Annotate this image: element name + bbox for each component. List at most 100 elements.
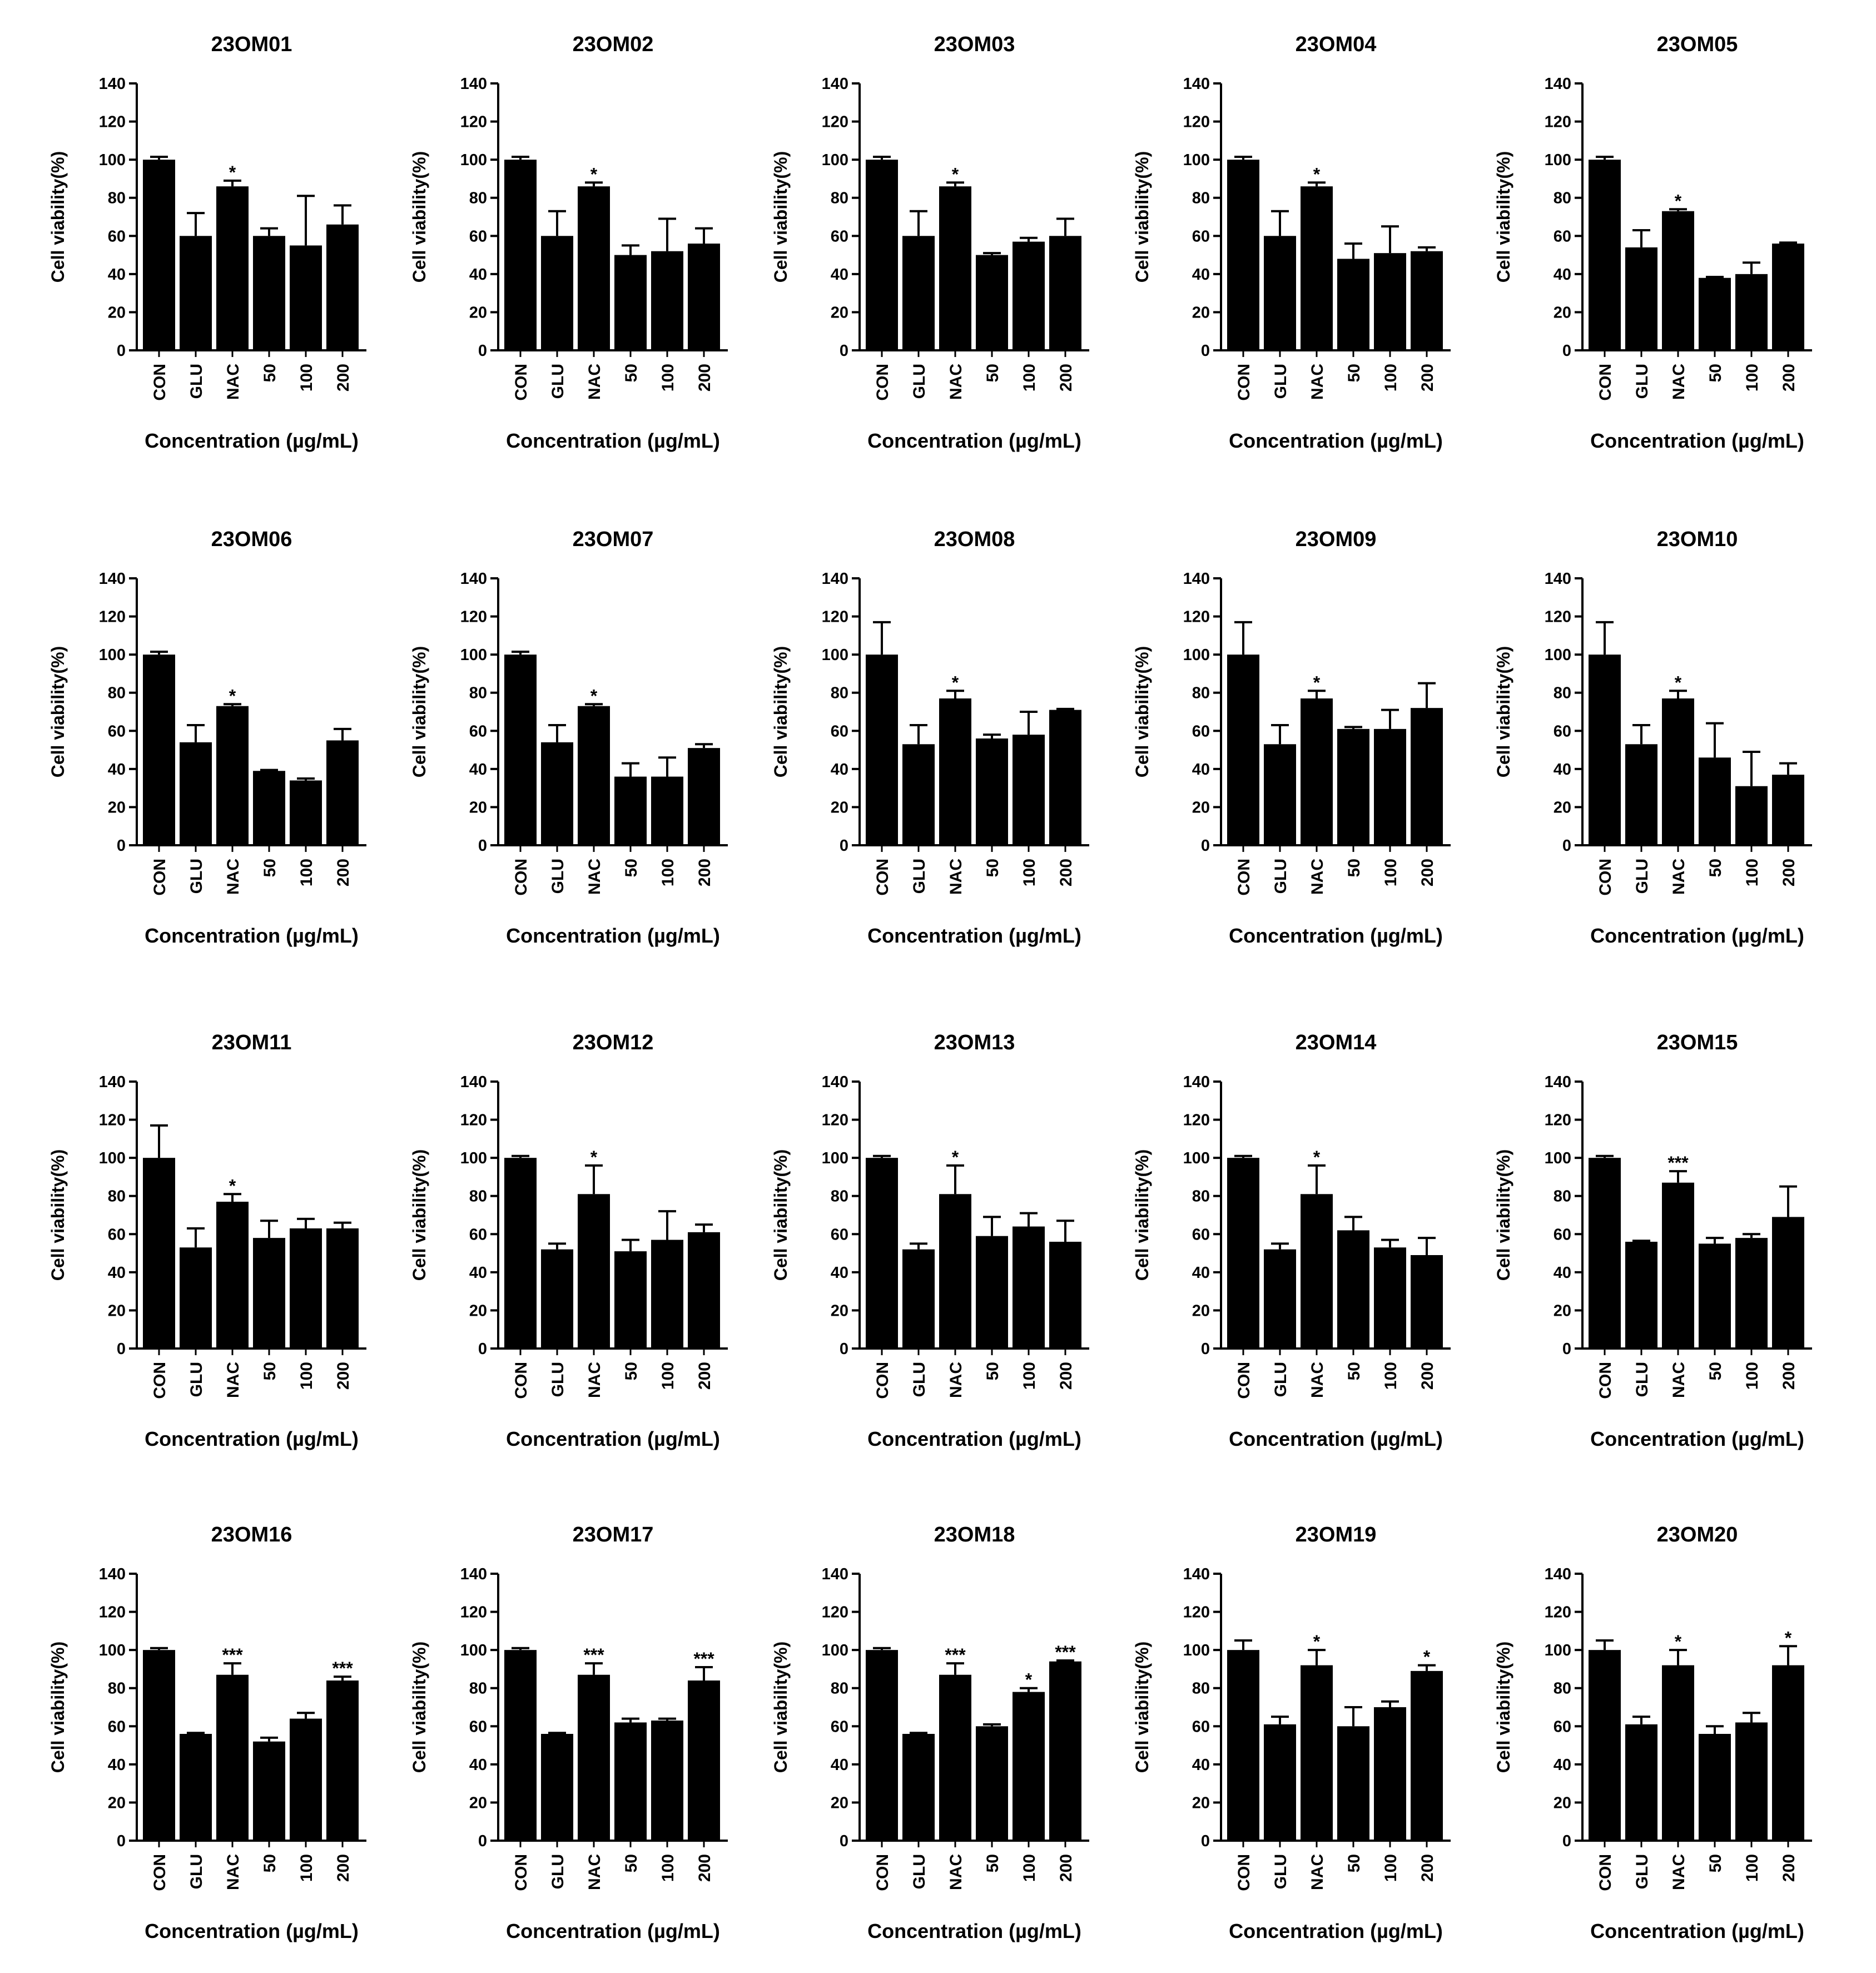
y-tick-label: 40 [108, 1264, 126, 1282]
bar [688, 1232, 720, 1349]
bar [1625, 1724, 1657, 1841]
chart-title: 23OM10 [1657, 528, 1738, 551]
chart-panel: 23OM02 0 20 40 60 80 100 120 140 Cell viability(%… [409, 33, 728, 452]
x-tick-label: NAC [1308, 364, 1327, 400]
bar [216, 1674, 249, 1841]
x-axis-label: Concentration (µg/mL) [867, 1427, 1081, 1450]
bar [1625, 744, 1657, 845]
y-tick-label: 120 [460, 1112, 487, 1129]
bar [504, 1650, 537, 1841]
bar [326, 224, 359, 350]
x-tick-label: 50 [261, 859, 279, 877]
bar [976, 1726, 1008, 1841]
y-tick-label: 60 [1192, 1718, 1210, 1736]
significance-marker: *** [222, 1645, 243, 1665]
x-tick-label: CON [512, 1854, 530, 1891]
bar [902, 1734, 935, 1841]
x-tick-label: 50 [622, 1362, 641, 1380]
bar [1589, 1650, 1621, 1841]
x-tick-label: 200 [1780, 1854, 1798, 1882]
y-tick-label: 140 [99, 570, 126, 588]
bar [1589, 655, 1621, 845]
significance-marker: * [590, 686, 598, 706]
bar [1374, 728, 1406, 845]
x-tick-label: 50 [1706, 1362, 1725, 1380]
x-tick-label: GLU [1633, 859, 1651, 894]
significance-marker: *** [583, 1645, 604, 1665]
chart-title: 23OM12 [573, 1031, 654, 1054]
chart-title: 23OM13 [934, 1031, 1015, 1054]
bar [614, 776, 647, 845]
y-axis-label: Cell viability(%) [771, 646, 791, 778]
y-tick-label: 80 [469, 190, 487, 207]
y-tick-label: 140 [1545, 1073, 1571, 1091]
bar [1301, 186, 1333, 350]
y-tick-label: 20 [1554, 304, 1571, 321]
y-tick-label: 0 [1562, 837, 1571, 855]
significance-marker: * [1313, 672, 1321, 692]
y-tick-label: 100 [460, 151, 487, 169]
bar [1772, 1665, 1804, 1841]
y-tick-label: 60 [469, 1718, 487, 1736]
y-tick-label: 0 [840, 837, 848, 855]
bar [504, 1158, 537, 1349]
y-tick-label: 60 [831, 722, 848, 740]
chart-title: 23OM09 [1296, 528, 1377, 551]
bar [688, 1680, 720, 1841]
chart-panel: 23OM20 0 20 40 60 80 100 120 140 Cell viability(%… [1493, 1523, 1812, 1942]
chart-title: 23OM05 [1657, 33, 1738, 56]
x-tick-label: GLU [1272, 364, 1290, 399]
x-tick-label: 100 [1743, 364, 1761, 391]
bar [1589, 1158, 1621, 1349]
bar [1301, 1665, 1333, 1841]
y-tick-label: 60 [108, 1718, 126, 1736]
chart-title: 23OM06 [211, 528, 292, 551]
y-tick-label: 140 [1183, 1565, 1210, 1583]
bar [1264, 236, 1296, 350]
y-tick-label: 100 [1183, 1642, 1210, 1659]
significance-marker: * [1675, 191, 1682, 211]
bar [143, 1650, 175, 1841]
y-tick-label: 100 [99, 1149, 126, 1167]
bar [1662, 1665, 1694, 1841]
y-tick-label: 20 [469, 304, 487, 321]
bar [541, 1249, 573, 1349]
y-tick-label: 0 [1201, 342, 1210, 360]
y-tick-label: 120 [1545, 1112, 1571, 1129]
x-tick-label: NAC [947, 859, 965, 895]
y-tick-label: 140 [460, 75, 487, 93]
bar [1374, 1247, 1406, 1349]
x-tick-label: GLU [549, 1362, 567, 1397]
bar [976, 255, 1008, 350]
y-tick-label: 60 [1554, 227, 1571, 245]
chart-title: 23OM20 [1657, 1523, 1738, 1546]
x-tick-label: 100 [297, 364, 316, 391]
bar [1699, 757, 1731, 845]
y-tick-label: 100 [822, 1149, 848, 1167]
bar [1735, 786, 1768, 845]
chart-panel: 23OM19 0 20 40 60 80 100 120 140 Cell viability(%… [1132, 1523, 1451, 1942]
bar [290, 1228, 322, 1349]
significance-marker: * [229, 162, 236, 182]
bar [290, 245, 322, 350]
bar [1699, 1243, 1731, 1349]
y-tick-label: 140 [460, 570, 487, 588]
x-tick-label: CON [512, 364, 530, 401]
bar [614, 1251, 647, 1349]
bar [1411, 1255, 1443, 1349]
bar [541, 1734, 573, 1841]
y-tick-label: 120 [99, 608, 126, 626]
x-tick-label: NAC [1308, 859, 1327, 895]
x-tick-label: 100 [659, 1854, 677, 1882]
x-tick-label: 50 [984, 364, 1002, 382]
bar [578, 186, 610, 350]
x-axis-label: Concentration (µg/mL) [506, 1920, 720, 1942]
x-tick-label: 200 [1780, 364, 1798, 391]
y-tick-label: 0 [117, 1832, 126, 1850]
x-tick-label: 200 [1057, 1854, 1075, 1882]
y-tick-label: 0 [1201, 1340, 1210, 1358]
x-tick-label: 50 [1345, 1854, 1363, 1872]
x-tick-label: NAC [224, 1854, 242, 1890]
y-tick-label: 120 [822, 113, 848, 131]
